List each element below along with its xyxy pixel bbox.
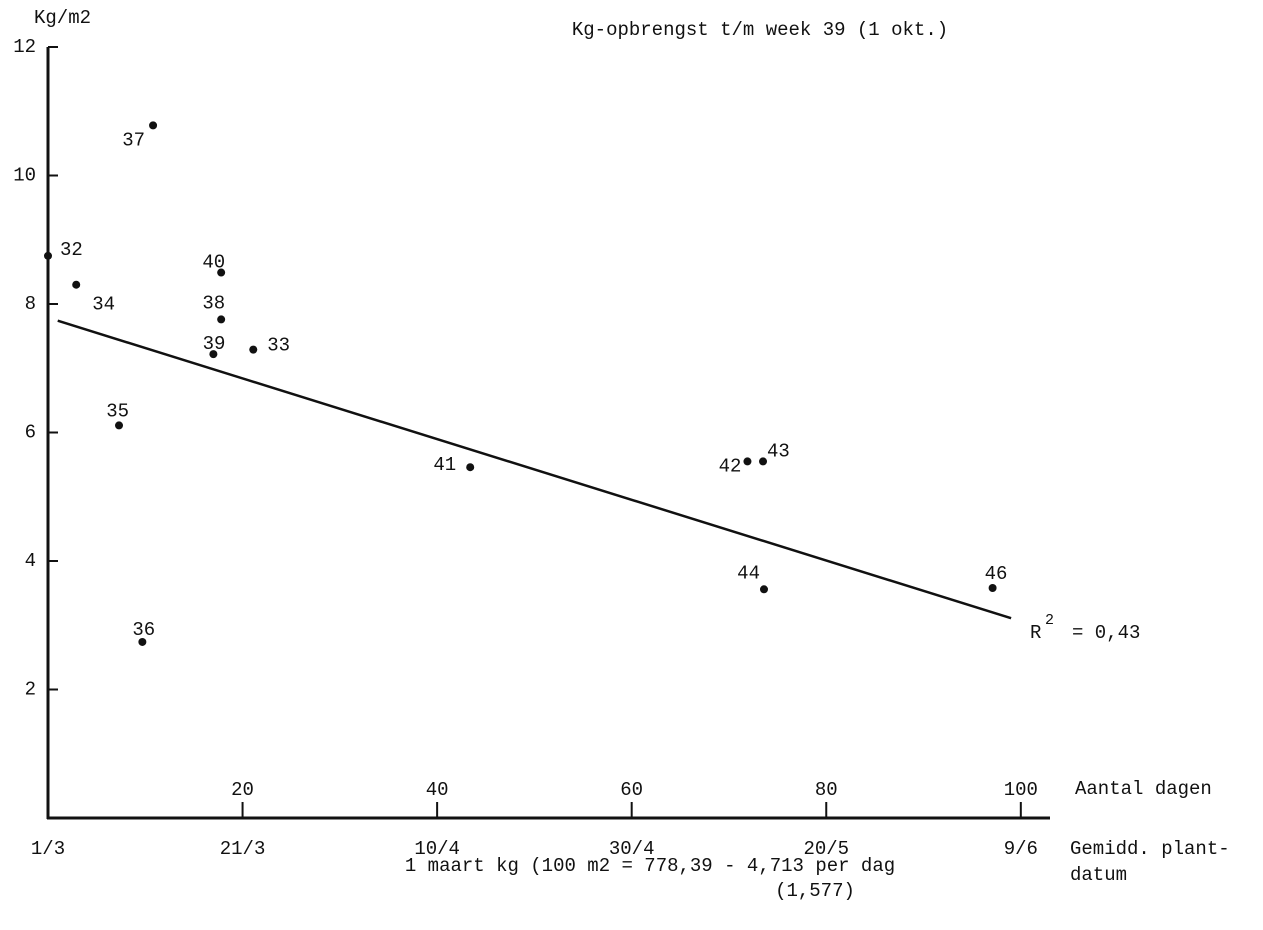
- y-tick-label: 2: [25, 679, 36, 701]
- date-tick-label: 1/3: [31, 838, 65, 860]
- point-label: 34: [92, 294, 115, 316]
- chart-title: Kg-opbrengst t/m week 39 (1 okt.): [572, 19, 948, 41]
- point-label: 32: [60, 239, 83, 261]
- point: [217, 315, 226, 324]
- point-label: 40: [202, 252, 225, 274]
- date-axis-label: Gemidd. plant-: [1070, 838, 1230, 860]
- point: [249, 345, 258, 354]
- point: [138, 637, 147, 646]
- x-axis-label: Aantal dagen: [1075, 778, 1212, 800]
- date-tick-label: 21/3: [220, 838, 266, 860]
- point-label: 41: [433, 454, 456, 476]
- x-tick-label: 60: [620, 779, 643, 801]
- x-tick-label: 20: [231, 779, 254, 801]
- y-tick-label: 6: [25, 422, 36, 444]
- point: [988, 583, 997, 592]
- y-tick-label: 12: [13, 36, 36, 58]
- date-tick-label: 30/4: [609, 838, 655, 860]
- formula: 1 maart kg (100 m2 = 778,39 - 4,713 per …: [405, 855, 895, 877]
- y-tick-label: 8: [25, 293, 36, 315]
- point-label: 35: [106, 400, 129, 422]
- x-tick-label: 100: [1004, 779, 1038, 801]
- point: [209, 350, 218, 359]
- point: [72, 280, 81, 289]
- point-label: 37: [122, 129, 145, 151]
- point: [44, 251, 52, 260]
- formula: (1,577): [775, 880, 855, 902]
- r-squared: R: [1030, 622, 1041, 644]
- x-tick-label: 80: [815, 779, 838, 801]
- point: [759, 457, 768, 466]
- point: [217, 268, 226, 277]
- x-tick-label: 40: [426, 779, 449, 801]
- point: [466, 463, 475, 472]
- point-label: 46: [985, 563, 1008, 585]
- r-squared: 2: [1045, 612, 1054, 629]
- point: [115, 421, 124, 430]
- y-tick-label: 4: [25, 550, 36, 572]
- point: [149, 121, 158, 130]
- point-label: 39: [203, 333, 226, 355]
- point-label: 36: [132, 619, 155, 641]
- date-axis-label: datum: [1070, 864, 1127, 886]
- point-label: 42: [719, 455, 742, 477]
- point-label: 43: [767, 440, 790, 462]
- date-tick-label: 10/4: [414, 838, 460, 860]
- point-label: 33: [267, 335, 290, 357]
- date-tick-label: 20/5: [803, 838, 849, 860]
- point-label: 38: [202, 292, 225, 314]
- date-tick-label: 9/6: [1004, 838, 1038, 860]
- y-tick-label: 10: [13, 165, 36, 187]
- point: [759, 585, 768, 594]
- y-axis-label: Kg/m2: [34, 7, 91, 29]
- point: [743, 457, 752, 466]
- trend-line: [57, 319, 1012, 620]
- r-squared: = 0,43: [1072, 622, 1140, 644]
- point-label: 44: [737, 562, 760, 584]
